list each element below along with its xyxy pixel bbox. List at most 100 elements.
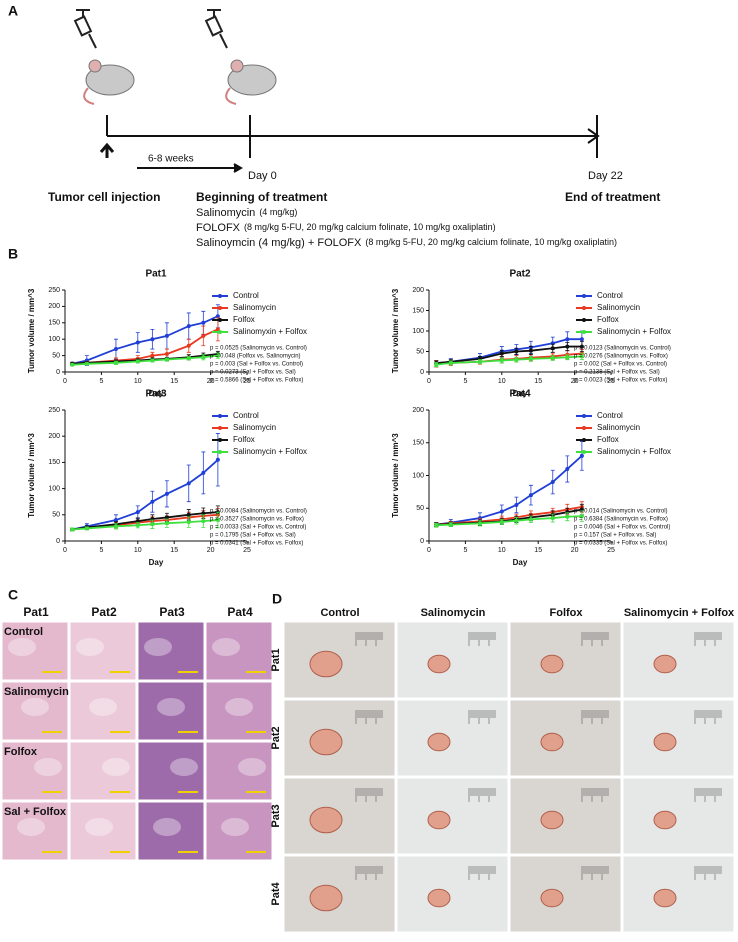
x-tick-label: 15 xyxy=(170,547,178,554)
data-point xyxy=(164,333,169,338)
data-point xyxy=(186,512,191,517)
histology-image xyxy=(1,681,69,741)
day-label: Day 22 xyxy=(588,170,623,182)
panel-label: A xyxy=(8,3,18,19)
y-tick-label: 150 xyxy=(412,307,424,314)
column-header: Pat2 xyxy=(91,605,117,619)
p-value: p = 0.002 (Sal + Folfox vs. Control) xyxy=(574,362,667,368)
y-tick-label: 0 xyxy=(420,538,424,545)
legend-swatch xyxy=(582,414,586,418)
p-value: p = 0.5866 (Sal + Folfox vs. Folfox) xyxy=(210,378,303,384)
legend-swatch xyxy=(582,438,586,442)
regimen-dose: (8 mg/kg 5-FU, 20 mg/kg calcium folinate… xyxy=(244,222,496,232)
tumor-photo xyxy=(283,699,396,777)
histology-image xyxy=(69,801,137,861)
legend-swatch xyxy=(218,330,222,334)
y-tick-label: 100 xyxy=(48,485,60,492)
legend-swatch xyxy=(218,318,222,322)
histology-texture xyxy=(153,818,181,836)
event-label: Beginning of treatment xyxy=(196,190,327,204)
y-tick-label: 0 xyxy=(56,369,60,376)
data-point xyxy=(565,344,570,349)
data-point xyxy=(499,520,504,525)
histology-texture xyxy=(21,698,49,716)
p-value: p = 0.0033 (Sal + Folfox vs. Control) xyxy=(210,525,306,531)
tumor xyxy=(427,654,451,674)
row-label: Salinomycin xyxy=(4,686,69,698)
legend-swatch xyxy=(218,438,222,442)
regimen-dose: (4 mg/kg) xyxy=(259,207,297,217)
data-point xyxy=(70,527,75,532)
data-point xyxy=(186,481,191,486)
data-point xyxy=(201,470,206,475)
y-tick-label: 0 xyxy=(56,538,60,545)
p-value: p = 0.0023 (Sal + Folfox vs. Folfox) xyxy=(574,378,667,384)
x-tick-label: 0 xyxy=(63,378,67,385)
data-point xyxy=(528,356,533,361)
x-tick-label: 20 xyxy=(571,378,579,385)
data-point xyxy=(164,357,169,362)
p-value: p = 0.003 (Sal + Folfox vs. Control) xyxy=(210,362,303,368)
tumor xyxy=(540,810,564,830)
data-point xyxy=(186,324,191,329)
data-point xyxy=(150,358,155,363)
x-axis-label: Day xyxy=(149,389,164,398)
histology-texture xyxy=(102,758,130,776)
histology-texture xyxy=(157,698,185,716)
y-axis-label: Tumor volume / mm^3 xyxy=(391,288,400,373)
tumor xyxy=(309,884,343,912)
data-point xyxy=(164,351,169,356)
legend-label: Salinomycin + Folfox xyxy=(597,447,671,456)
legend-label: Control xyxy=(233,291,259,300)
y-tick-label: 50 xyxy=(52,352,60,359)
legend-swatch xyxy=(218,306,222,310)
y-tick-label: 150 xyxy=(48,320,60,327)
legend-label: Control xyxy=(233,411,259,420)
tumor-photo xyxy=(283,855,396,933)
interval-label: 6-8 weeks xyxy=(148,154,194,165)
histology-image xyxy=(205,741,273,801)
data-point xyxy=(135,523,140,528)
regimen-name: FOLOFX xyxy=(196,222,241,234)
tumor xyxy=(540,888,564,908)
panel-label: B xyxy=(8,246,18,262)
y-tick-label: 200 xyxy=(412,287,424,294)
data-point xyxy=(84,361,89,366)
tumor xyxy=(427,732,451,752)
histology-image xyxy=(1,621,69,681)
legend-label: Salinomyxin + Folfox xyxy=(233,327,307,336)
x-tick-label: 25 xyxy=(243,378,251,385)
tumor xyxy=(540,654,564,674)
histology-image xyxy=(69,681,137,741)
data-point xyxy=(201,355,206,360)
p-value: p = 0.048 (Folfox vs. Salinomycin) xyxy=(210,354,301,360)
data-point xyxy=(150,353,155,358)
p-value: p = 0.0084 (Salinomycin vs. Control) xyxy=(210,509,307,515)
histology-texture xyxy=(238,758,266,776)
tumor-photo xyxy=(396,699,509,777)
y-tick-label: 50 xyxy=(52,512,60,519)
tumor xyxy=(427,888,451,908)
data-point xyxy=(70,362,75,367)
legend-swatch xyxy=(582,318,586,322)
tumor xyxy=(309,650,343,678)
p-value: p = 0.0335 (Sal + Folfox vs. Folfox) xyxy=(574,541,667,547)
histology-texture xyxy=(8,638,36,656)
data-point xyxy=(477,521,482,526)
histology-image xyxy=(137,801,205,861)
x-tick-label: 0 xyxy=(427,547,431,554)
x-tick-label: 10 xyxy=(134,378,142,385)
p-value: p = 0.0341 (Sal + Folfox vs. Folfox) xyxy=(210,541,303,547)
data-point xyxy=(514,357,519,362)
tumor-photo xyxy=(509,621,622,699)
y-tick-label: 50 xyxy=(416,348,424,355)
p-value: p = 0.0046 (Sal + Folfox vs. Control) xyxy=(574,525,670,531)
regimen-name: Salinoymcin (4 mg/kg) + FOLOFX xyxy=(196,237,362,249)
data-point xyxy=(186,343,191,348)
column-header: Salinomycin xyxy=(421,607,486,619)
x-axis-label: Day xyxy=(149,558,164,567)
mouse-icon xyxy=(83,59,277,105)
legend-label: Salinomycin xyxy=(597,303,640,312)
data-point xyxy=(84,526,89,531)
legend-label: Folfox xyxy=(597,435,619,444)
